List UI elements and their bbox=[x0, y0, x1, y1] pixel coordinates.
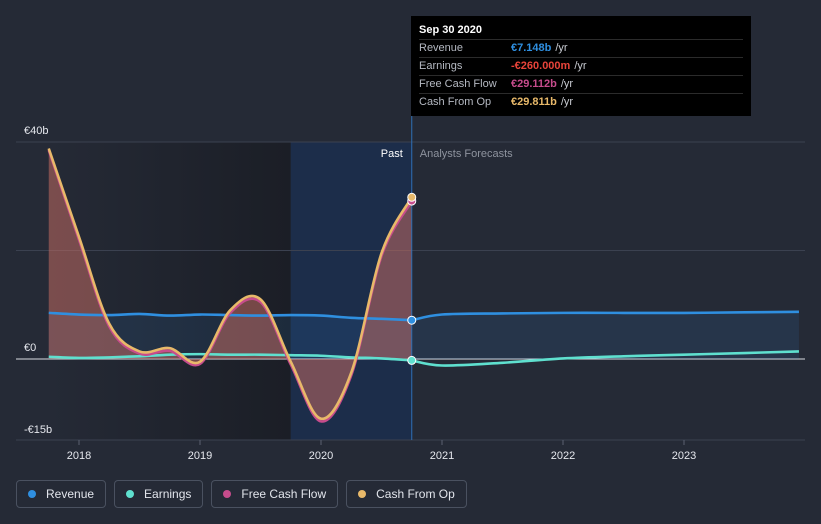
cash-from-op-point bbox=[407, 192, 417, 202]
tooltip-row-value: -€260.000m bbox=[511, 60, 571, 72]
tooltip: Sep 30 2020 Revenue €7.148b/yr Earnings -€2… bbox=[411, 16, 751, 116]
legend-dot-icon bbox=[358, 490, 367, 498]
tooltip-row-unit: /yr bbox=[574, 60, 587, 72]
tooltip-row: Earnings -€260.000m/yr bbox=[419, 57, 743, 75]
revenue-point bbox=[407, 315, 417, 325]
revenue-area bbox=[48, 311, 799, 359]
legend-item-earnings[interactable]: Earnings bbox=[114, 480, 204, 508]
legend-item-cash-from-op[interactable]: Cash From Op bbox=[346, 480, 467, 508]
tooltip-row-label: Revenue bbox=[419, 42, 464, 54]
x-tick-label: 2020 bbox=[309, 450, 333, 462]
forecast-label: Analysts Forecasts bbox=[420, 148, 513, 160]
tooltip-row-unit: /yr bbox=[560, 96, 574, 108]
legend-item-revenue[interactable]: Revenue bbox=[16, 480, 107, 508]
legend-item-free-cash-flow[interactable]: Free Cash Flow bbox=[211, 480, 339, 508]
legend-label: Free Cash Flow bbox=[241, 487, 327, 501]
tooltip-row-label: Cash From Op bbox=[419, 96, 492, 108]
earnings-point bbox=[407, 355, 417, 365]
legend-label: Revenue bbox=[46, 487, 95, 501]
legend-dot-icon bbox=[28, 490, 36, 498]
tooltip-row-label: Free Cash Flow bbox=[419, 78, 497, 90]
x-tick-label: 2023 bbox=[672, 450, 696, 462]
tooltip-row: Revenue €7.148b/yr bbox=[419, 39, 743, 57]
earnings-line bbox=[48, 352, 412, 362]
revenue-forecast-line bbox=[411, 310, 799, 322]
legend-label: Earnings bbox=[144, 487, 192, 501]
tooltip-row-unit: /yr bbox=[560, 78, 574, 90]
tooltip-row: Free Cash Flow €29.112b/yr bbox=[419, 75, 743, 93]
y-tick-label: €0 bbox=[24, 342, 36, 354]
tooltip-row-value: €29.811b bbox=[511, 96, 557, 108]
past-label: Past bbox=[381, 148, 403, 160]
tooltip-row-value: €7.148b bbox=[511, 42, 552, 54]
x-tick-label: 2022 bbox=[551, 450, 575, 462]
legend: Revenue Earnings Free Cash Flow Cash From O… bbox=[16, 480, 467, 508]
past-region bbox=[48, 142, 291, 440]
legend-dot-icon bbox=[223, 490, 232, 498]
earnings-forecast-line bbox=[411, 350, 799, 367]
x-tick-label: 2019 bbox=[188, 450, 212, 462]
tooltip-row: Cash From Op €29.811b/yr bbox=[419, 93, 743, 111]
tooltip-row-label: Earnings bbox=[419, 60, 463, 72]
y-tick-label: €40b bbox=[24, 125, 48, 137]
x-tick-label: 2021 bbox=[430, 450, 454, 462]
tooltip-date: Sep 30 2020 bbox=[419, 24, 482, 36]
tooltip-row-value: €29.112b bbox=[511, 78, 557, 90]
y-tick-label: -€15b bbox=[24, 424, 52, 436]
revenue-line bbox=[48, 311, 412, 322]
legend-label: Cash From Op bbox=[376, 487, 455, 501]
tooltip-row-unit: /yr bbox=[555, 42, 568, 54]
highlight-region bbox=[290, 142, 412, 440]
cash-from-op-line bbox=[47, 148, 413, 420]
legend-dot-icon bbox=[126, 490, 135, 498]
x-tick-label: 2018 bbox=[67, 450, 91, 462]
